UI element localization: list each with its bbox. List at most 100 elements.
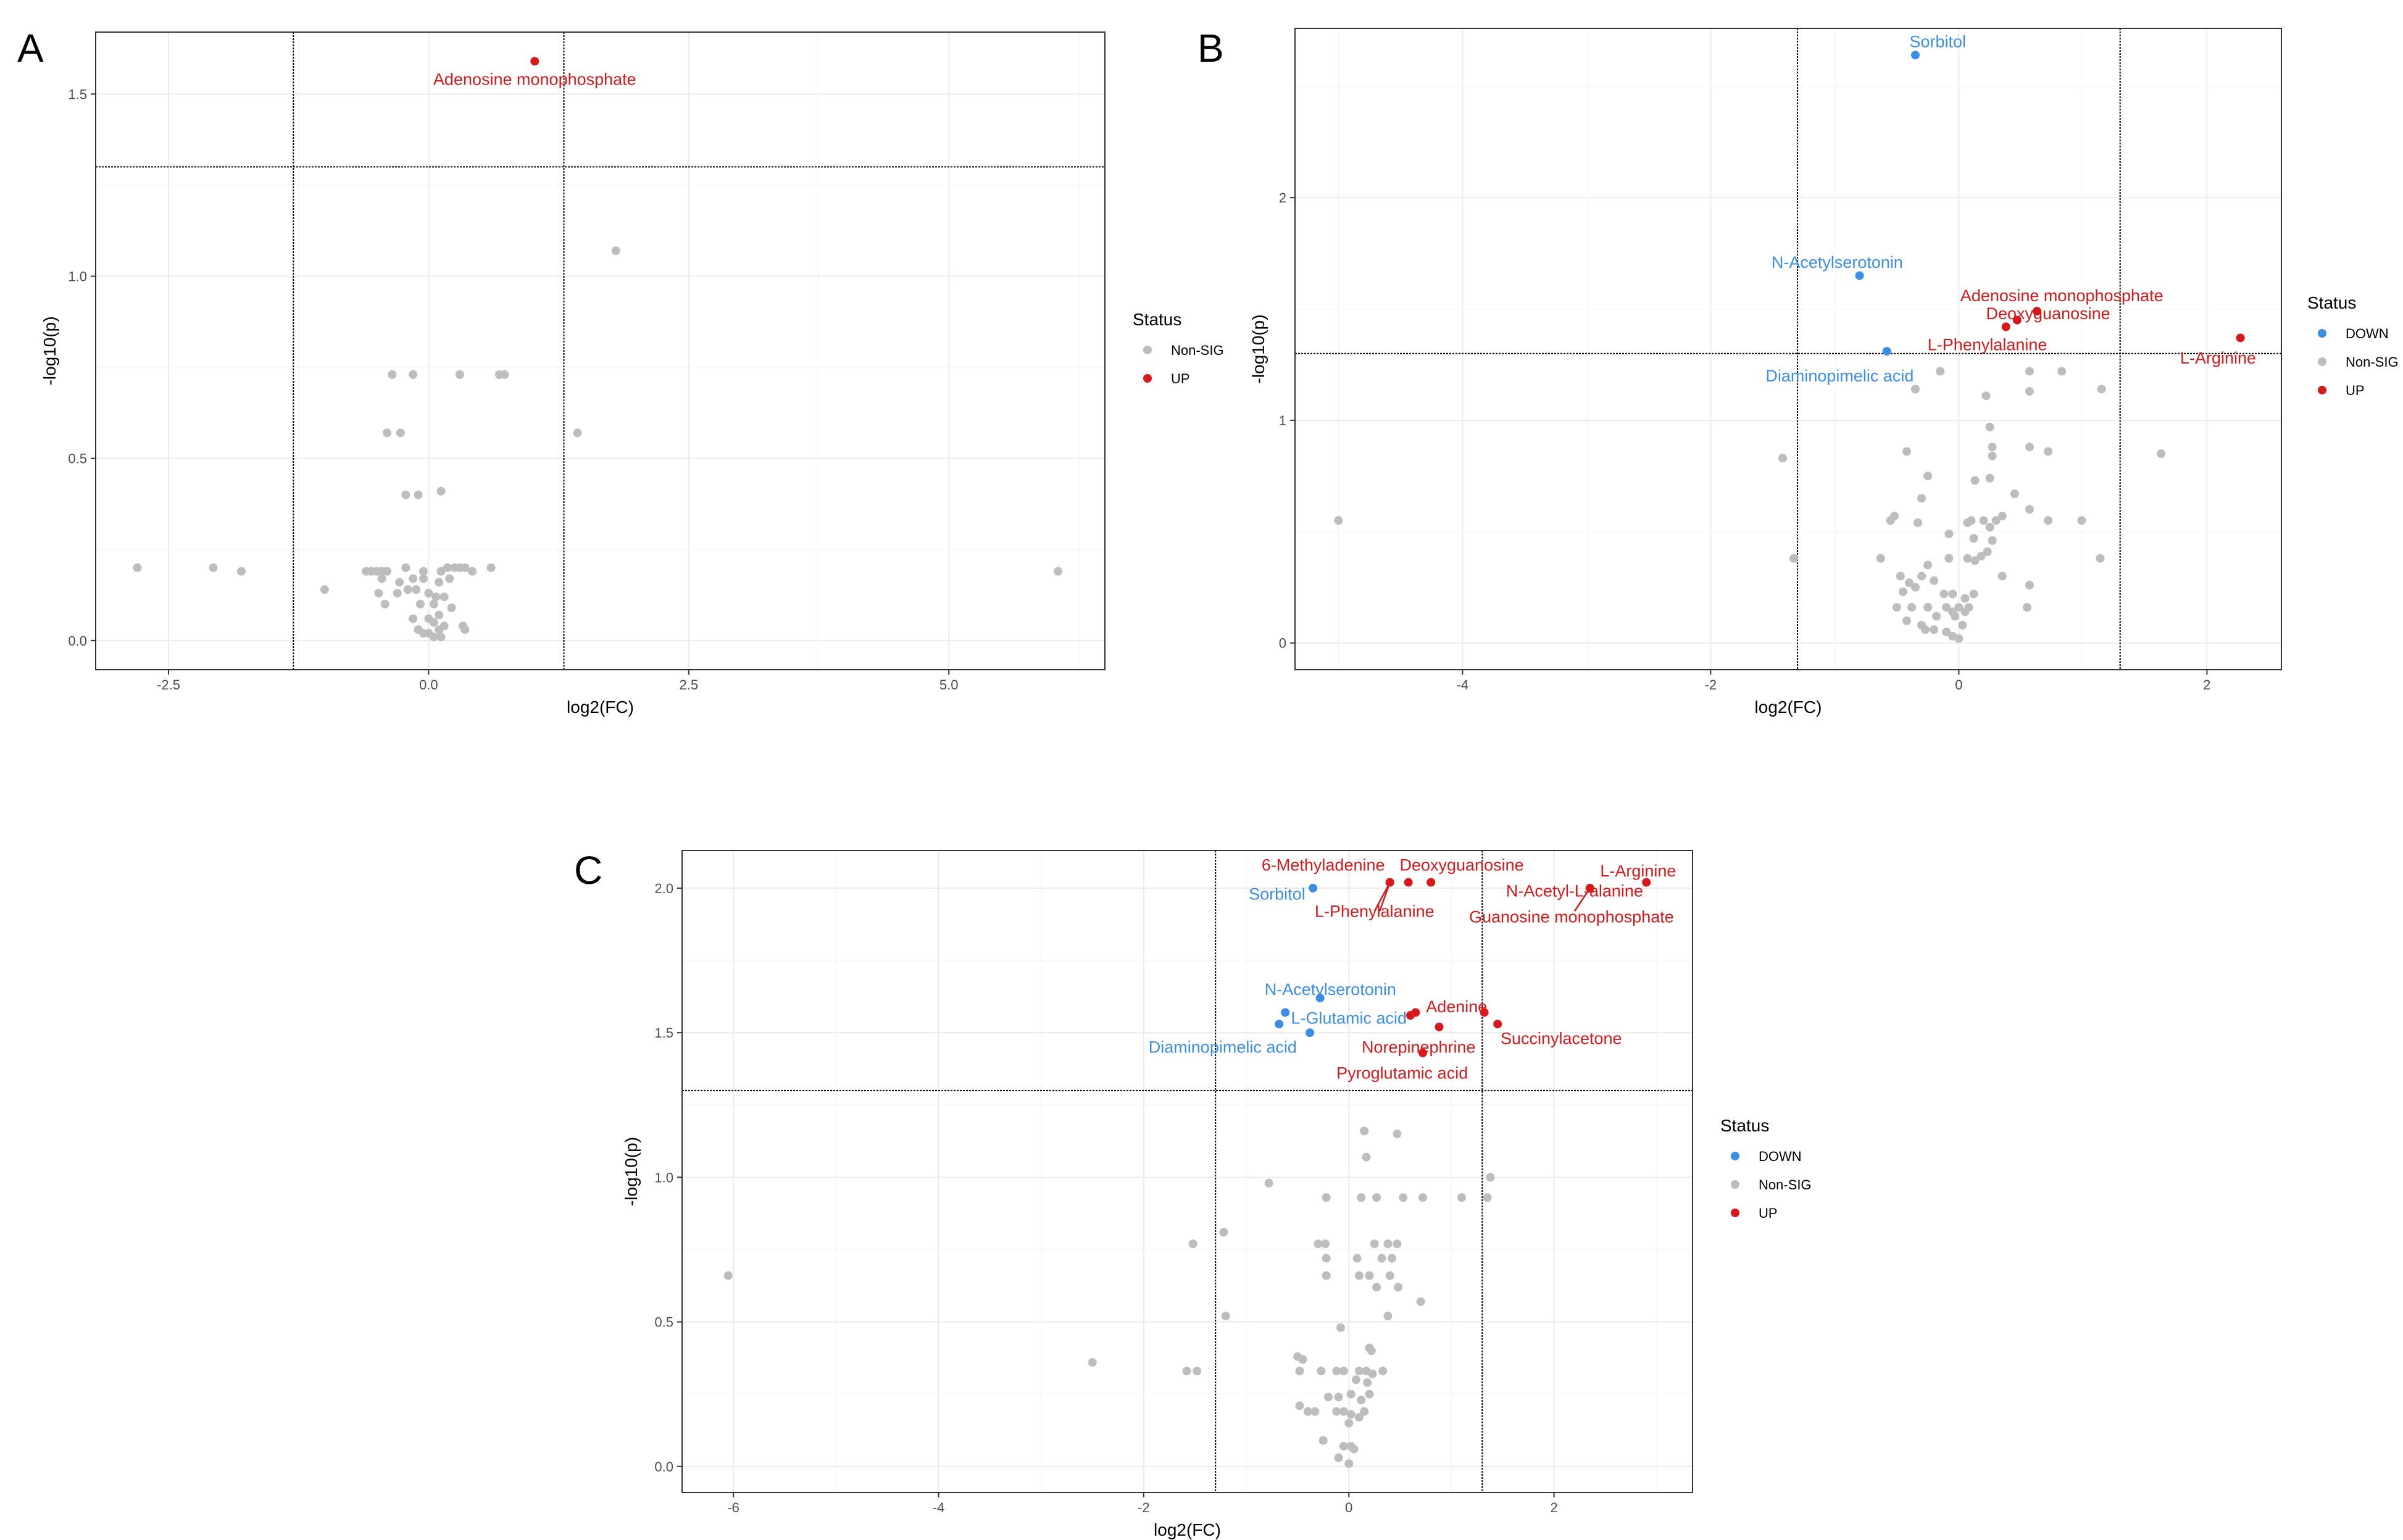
data-point-nonsig <box>1939 589 1949 599</box>
legend-label: DOWN <box>2346 326 2389 341</box>
data-point-nonsig <box>1985 523 1994 532</box>
legend-label: DOWN <box>1759 1149 1802 1164</box>
data-point-nonsig <box>2025 505 2034 514</box>
data-point-nonsig <box>1383 1312 1393 1321</box>
legend-key <box>2318 329 2326 338</box>
x-tick-label: 0 <box>1345 1500 1352 1515</box>
data-point-nonsig <box>1322 1271 1331 1280</box>
data-point-nonsig <box>431 592 441 601</box>
y-tick-label: 1.5 <box>654 1025 673 1041</box>
data-point-nonsig <box>2157 449 2166 459</box>
data-point-nonsig <box>1967 516 1976 525</box>
data-point-nonsig <box>460 563 470 572</box>
panel-a: A -2.5 0.0 2.5 5.0 0.0 0.5 1.0 1.5 log2(FC) -log10… <box>17 26 1224 717</box>
data-point-nonsig <box>455 370 464 379</box>
data-point-nonsig <box>1332 1367 1341 1376</box>
data-point-nonsig <box>424 589 433 598</box>
data-point-nonsig <box>409 614 418 623</box>
legend-label: UP <box>2346 383 2365 398</box>
point-label: Deoxyguanosine <box>1986 304 2110 323</box>
plot-border <box>681 850 1693 1493</box>
data-point-nonsig <box>1346 1389 1356 1399</box>
data-point-nonsig <box>374 589 383 598</box>
data-point-nonsig <box>1948 589 1957 599</box>
data-point-nonsig <box>1902 616 1911 625</box>
data-point-nonsig <box>1483 1193 1492 1202</box>
point-labels: Sorbitol N-Acetylserotonin Diaminopimelic … <box>1765 33 2256 385</box>
data-point-nonsig <box>1942 627 1951 636</box>
data-point-nonsig <box>1360 1126 1369 1136</box>
data-point-nonsig <box>1457 1193 1467 1202</box>
data-point-nonsig <box>380 599 389 609</box>
data-point-nonsig <box>1298 1355 1307 1364</box>
data-point-nonsig <box>2025 443 2034 452</box>
data-point-nonsig <box>435 578 444 587</box>
x-axis-label: log2(FC) <box>1755 697 1822 717</box>
plot-area <box>96 32 1105 670</box>
data-point-nonsig <box>2044 516 2053 525</box>
point-label: Pyroglutamic acid <box>1336 1064 1468 1083</box>
data-point-nonsig <box>1985 422 1994 431</box>
data-point-nonsig <box>1921 625 1930 635</box>
y-tick-label: 1.0 <box>654 1170 673 1185</box>
legend-title: Status <box>1720 1116 1769 1135</box>
data-point-up <box>1418 1048 1427 1057</box>
data-point-up <box>1642 878 1651 887</box>
data-point-nonsig <box>439 592 449 601</box>
data-point-nonsig <box>1372 1193 1381 1202</box>
point-label: Sorbitol <box>1909 33 1966 51</box>
point-label: Deoxyguanosine <box>1399 855 1523 874</box>
data-point-up <box>1411 1008 1420 1017</box>
data-point-nonsig <box>1997 512 2007 521</box>
point-label: L-Phenylalanine <box>1928 335 2047 354</box>
legend-key <box>1143 374 1152 383</box>
x-tick-label: -6 <box>727 1500 739 1515</box>
data-point-nonsig <box>2025 580 2034 589</box>
data-point-nonsig <box>1322 1254 1331 1263</box>
data-point-up <box>530 57 539 66</box>
x-tick-label: -2 <box>1705 677 1717 693</box>
x-tick-label: 2 <box>2203 677 2210 693</box>
data-point-nonsig <box>1334 516 1343 525</box>
data-point-nonsig <box>1295 1401 1304 1410</box>
y-tick-label: 2 <box>1279 190 1286 206</box>
point-label: Guanosine monophosphate <box>1469 908 1674 926</box>
legend-title: Status <box>2307 293 2356 312</box>
data-point-up <box>2033 307 2042 316</box>
point-label: N-Acetylserotonin <box>1772 253 1903 272</box>
data-point-nonsig <box>1354 1271 1364 1280</box>
data-point-nonsig <box>1354 1367 1364 1376</box>
data-point-nonsig <box>1930 576 1939 585</box>
legend-label: Non-SIG <box>1759 1177 1812 1192</box>
data-point-down <box>1911 51 1920 60</box>
data-point-nonsig <box>1393 1239 1402 1249</box>
data-point-nonsig <box>2097 385 2106 394</box>
data-point-nonsig <box>1317 1367 1326 1376</box>
data-point-nonsig <box>1976 552 1986 561</box>
data-point-nonsig <box>1339 1367 1348 1376</box>
data-point-nonsig <box>1969 534 1978 543</box>
data-point-up <box>2236 333 2245 343</box>
data-point-nonsig <box>1188 1239 1197 1249</box>
data-point-nonsig <box>1902 447 1911 456</box>
data-point-nonsig <box>1418 1193 1427 1202</box>
point-label: L-Arginine <box>2180 349 2256 367</box>
data-point-nonsig <box>1954 634 1964 643</box>
x-tick-label: -2.5 <box>157 677 180 693</box>
legend-key <box>1731 1209 1739 1217</box>
data-point-nonsig <box>1314 1239 1323 1249</box>
gridlines <box>96 32 1105 670</box>
data-point-nonsig <box>1351 1375 1360 1384</box>
data-point-nonsig <box>1944 529 1954 538</box>
data-point-nonsig <box>1394 1283 1403 1292</box>
legend-key <box>1731 1152 1739 1160</box>
data-point-nonsig <box>401 490 410 499</box>
data-point-nonsig <box>1219 1228 1228 1237</box>
panel-c: C -6 -4 -2 0 2 0.0 0.5 1.0 1.5 2.0 log2(FC) -log10(p… <box>574 848 1812 1539</box>
data-point-nonsig <box>236 567 246 576</box>
data-point-nonsig <box>1964 602 1973 612</box>
data-point-nonsig <box>500 370 509 379</box>
data-point-nonsig <box>382 428 391 438</box>
data-point-nonsig <box>1936 367 1945 376</box>
data-point-nonsig <box>429 599 438 609</box>
